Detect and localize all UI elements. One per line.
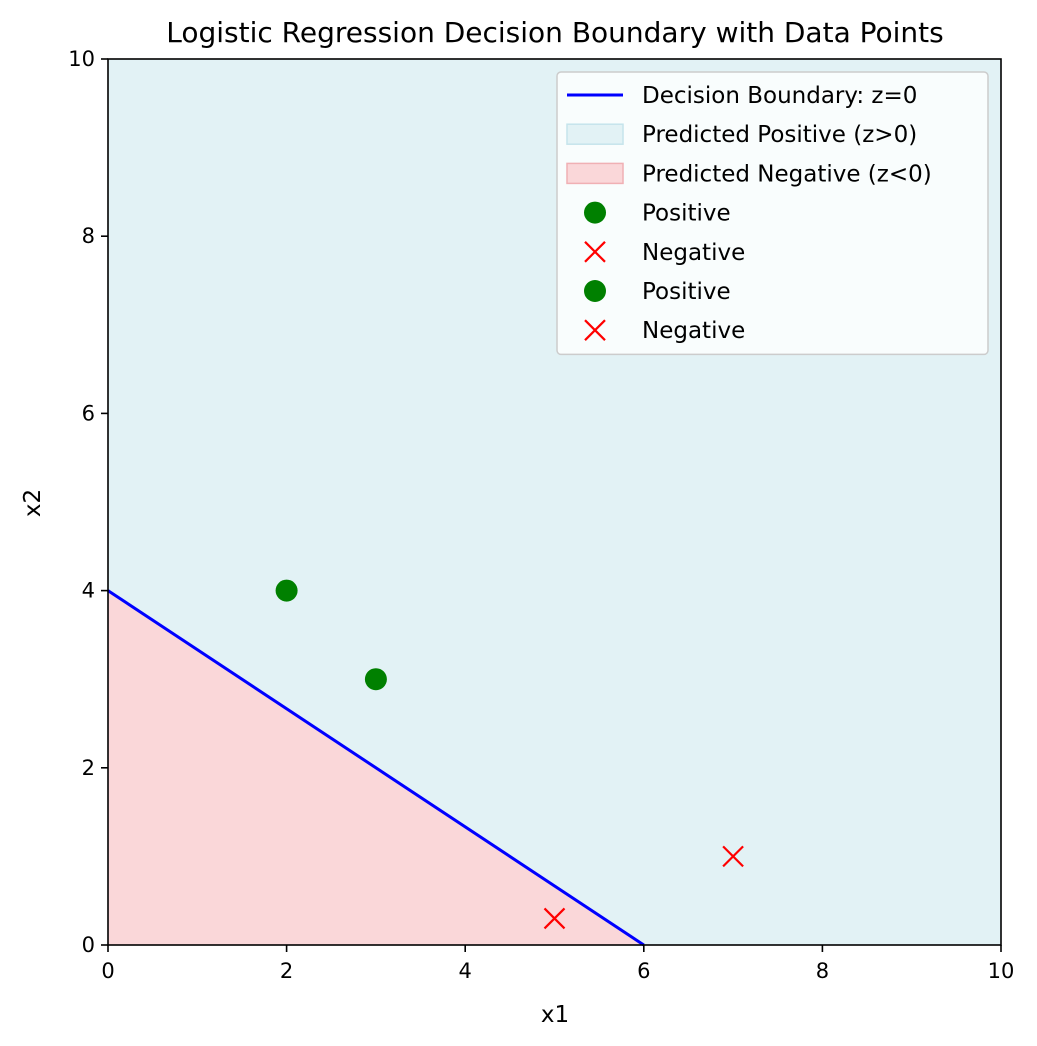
y-tick-label: 2 bbox=[82, 756, 95, 780]
x-tick-label: 8 bbox=[816, 959, 829, 983]
positive-point bbox=[275, 579, 298, 602]
legend-label: Negative bbox=[642, 240, 745, 266]
x-tick-label: 4 bbox=[459, 959, 472, 983]
negative-point-stroke bbox=[722, 845, 744, 868]
x-tick-label: 0 bbox=[101, 959, 114, 983]
legend-box bbox=[556, 71, 989, 356]
y-tick-label: 0 bbox=[82, 933, 95, 957]
axes-frame bbox=[107, 58, 1002, 946]
y-tick-label: 8 bbox=[82, 224, 95, 248]
legend-label: Predicted Positive (z>0) bbox=[642, 122, 917, 148]
y-tick-label: 4 bbox=[82, 579, 95, 603]
legend-patch-swatch bbox=[566, 162, 624, 185]
y-tick-label: 6 bbox=[82, 401, 95, 425]
negative-point-stroke bbox=[543, 907, 566, 930]
y-axis-label: x2 bbox=[20, 489, 46, 517]
chart-title: Logistic Regression Decision Boundary wi… bbox=[166, 16, 944, 49]
x-tick-label: 2 bbox=[280, 959, 293, 983]
legend-label: Negative bbox=[642, 318, 745, 344]
legend-label: Predicted Negative (z<0) bbox=[642, 161, 932, 187]
legend-x-marker bbox=[584, 319, 606, 341]
legend-x-stroke bbox=[584, 241, 606, 263]
legend-label: Positive bbox=[642, 279, 731, 305]
x-tick-label: 6 bbox=[637, 959, 650, 983]
legend-x-marker bbox=[584, 241, 606, 263]
legend-label: Decision Boundary: z=0 bbox=[642, 83, 917, 109]
legend-x-stroke bbox=[584, 319, 606, 341]
y-tick-label: 10 bbox=[68, 47, 95, 71]
positive-point bbox=[364, 668, 387, 691]
legend-circle-marker bbox=[584, 280, 606, 302]
negative-point bbox=[722, 845, 744, 868]
legend-patch-swatch bbox=[566, 123, 624, 145]
x-axis-label: x1 bbox=[541, 1002, 569, 1028]
legend-label: Positive bbox=[642, 201, 731, 227]
legend-circle-marker bbox=[584, 201, 606, 224]
decision-boundary-line bbox=[107, 589, 645, 947]
negative-point bbox=[543, 907, 566, 930]
x-tick-label: 10 bbox=[988, 959, 1015, 983]
legend: Decision Boundary: z=0 Predicted Positive… bbox=[556, 71, 989, 356]
